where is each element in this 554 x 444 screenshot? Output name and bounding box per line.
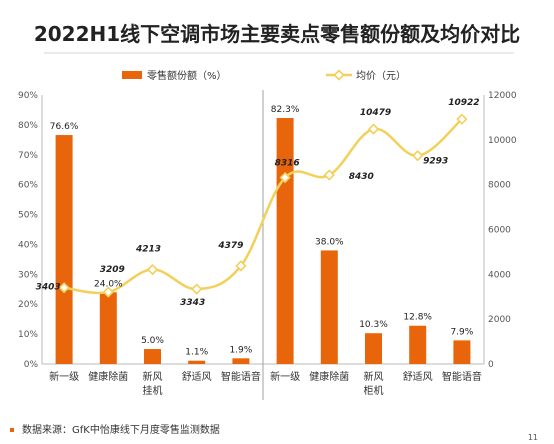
- price-line-series: [58, 113, 468, 298]
- bar-value-label: 38.0%: [315, 237, 344, 247]
- price-value-label: 8430: [349, 172, 374, 182]
- left-tick-label: 90%: [18, 91, 38, 101]
- x-tick-label: 智能语音: [442, 370, 482, 383]
- price-marker: [58, 282, 70, 294]
- bar: [276, 118, 294, 365]
- price-marker: [279, 171, 291, 184]
- page-number: 11: [527, 433, 538, 442]
- bar: [453, 340, 471, 364]
- legend: 零售额份额（%） 均价（元）: [122, 69, 406, 82]
- bar-value-label: 24.0%: [94, 279, 123, 289]
- right-tick-label: 8000: [488, 181, 511, 191]
- left-tick-label: 0%: [24, 360, 39, 370]
- x-tick-label: 舒适风: [403, 370, 433, 383]
- price-value-label: 3343: [180, 298, 205, 308]
- price-value-label: 4213: [135, 245, 161, 255]
- legend-label-price: 均价（元）: [356, 70, 406, 82]
- x-tick-label: 新一级: [49, 370, 79, 383]
- source-text: 数据来源：GfK中怡康线下月度零售监测数据: [22, 425, 220, 436]
- title-divider: [44, 52, 514, 54]
- right-tick-label: 2000: [488, 315, 511, 325]
- price-line: [63, 118, 463, 295]
- bar: [320, 250, 338, 364]
- left-tick-label: 70%: [18, 151, 38, 161]
- bar-value-label: 7.9%: [450, 327, 473, 337]
- x-tick-label: 新风: [143, 370, 163, 383]
- bar-value-label: 1.9%: [229, 345, 252, 355]
- price-value-label: 3209: [100, 265, 125, 275]
- x-tick-label: 柜机: [364, 384, 384, 397]
- price-marker: [191, 283, 203, 295]
- data-source-note: 数据来源：GfK中怡康线下月度零售监测数据: [10, 421, 220, 436]
- price-marker: [146, 263, 159, 276]
- bullet-dot: [10, 428, 14, 432]
- bar-value-label: 76.6%: [50, 122, 79, 132]
- chart: 零售额份额（%） 均价（元） 0% 10% 20% 30% 40% 50% 60% 70% 80%…: [18, 69, 517, 400]
- x-tick-label: 智能语音: [221, 370, 261, 383]
- x-tick-label: 挂机: [143, 384, 163, 397]
- left-tick-label: 40%: [18, 240, 38, 250]
- data-labels: 76.6% 24.0% 5.0% 1.1% 1.9% 82.3% 38.0% 10.3% 12.…: [36, 98, 480, 358]
- left-tick-label: 30%: [18, 270, 38, 280]
- bar: [409, 325, 427, 364]
- x-tick-label: 健康除菌: [309, 370, 349, 383]
- bar: [55, 135, 73, 364]
- x-tick-label: 舒适风: [182, 370, 212, 383]
- legend-swatch-share: [122, 71, 142, 79]
- right-tick-label: 0: [488, 360, 494, 370]
- price-value-label: 3403: [36, 283, 61, 293]
- price-marker: [412, 150, 424, 162]
- right-tick-label: 4000: [488, 270, 511, 280]
- left-tick-label: 60%: [18, 181, 38, 191]
- price-marker: [367, 123, 380, 135]
- left-tick-label: 50%: [18, 211, 38, 221]
- legend-label-share: 零售额份额（%）: [147, 69, 227, 82]
- x-tick-label: 新风: [364, 370, 384, 383]
- bar-value-label: 5.0%: [141, 336, 164, 346]
- right-tick-label: 10000: [488, 136, 517, 146]
- bar-value-label: 82.3%: [271, 105, 300, 115]
- bar-value-label: 12.8%: [403, 313, 432, 323]
- price-value-label: 9293: [423, 157, 448, 167]
- bar-value-label: 10.3%: [359, 320, 388, 330]
- bar-value-label: 1.1%: [185, 348, 208, 358]
- left-tick-label: 10%: [18, 330, 38, 340]
- right-tick-label: 12000: [488, 91, 517, 101]
- x-tick-label: 健康除菌: [88, 370, 128, 383]
- bar: [99, 292, 117, 364]
- left-tick-label: 80%: [18, 121, 38, 131]
- x-tick-label: 新一级: [270, 370, 300, 383]
- price-value-label: 4379: [217, 241, 243, 251]
- price-value-label: 10922: [448, 98, 479, 108]
- legend-marker-price: [333, 69, 345, 81]
- bar: [188, 360, 206, 364]
- price-marker: [235, 260, 247, 272]
- price-marker: [323, 169, 335, 181]
- bar-series: [55, 118, 471, 365]
- price-marker: [456, 113, 468, 125]
- price-marker: [102, 286, 114, 298]
- right-tick-label: 6000: [488, 226, 511, 236]
- bar: [365, 333, 382, 364]
- bar: [232, 358, 250, 364]
- axes: 0% 10% 20% 30% 40% 50% 60% 70% 80% 90% 0 2000 4000 60…: [18, 90, 517, 400]
- left-tick-label: 20%: [18, 300, 38, 310]
- bar: [144, 349, 161, 364]
- price-value-label: 8316: [275, 159, 300, 169]
- price-value-label: 10479: [360, 108, 391, 118]
- chart-title: 2022H1线下空调市场主要卖点零售额份额及均价对比: [33, 22, 521, 46]
